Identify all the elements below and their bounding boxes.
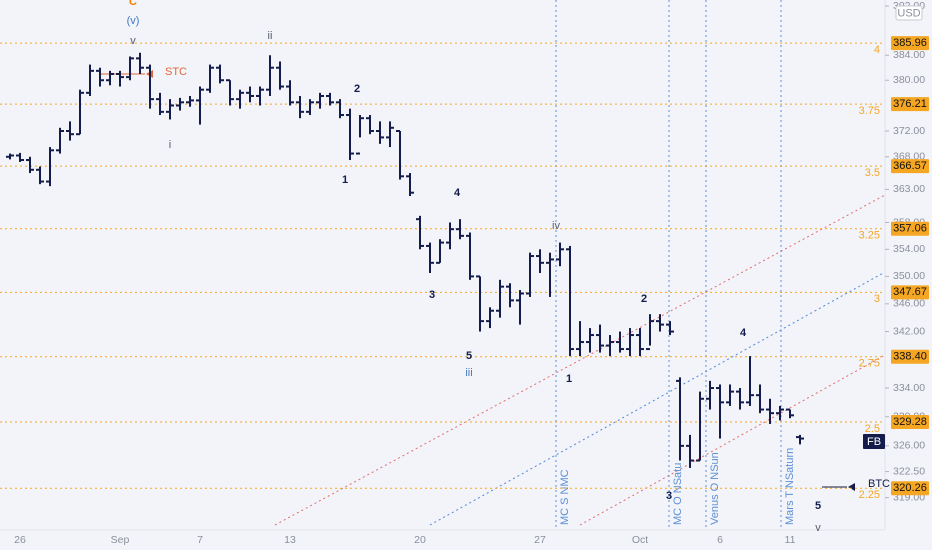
y-tick-label: 372.00 xyxy=(893,125,925,137)
fib-ratio-label: 2.75 xyxy=(859,358,880,370)
y-tick-label: 384.00 xyxy=(893,49,925,61)
trend-channels xyxy=(100,70,886,526)
y-tick-label: 346.00 xyxy=(893,298,925,310)
y-tick-label: 334.00 xyxy=(893,382,925,394)
fib-price-label: 357.06 xyxy=(893,223,927,235)
fib-ratio-label: 4 xyxy=(874,44,880,56)
fib-price-label: 385.96 xyxy=(893,37,927,49)
channel-line xyxy=(429,271,886,526)
annotation: 1 xyxy=(342,174,348,186)
fib-price-box xyxy=(891,159,929,174)
annotation: 5 xyxy=(815,500,821,512)
y-tick-label: 363.00 xyxy=(893,183,925,195)
symbol-label: FB xyxy=(867,436,881,448)
currency-label: USD xyxy=(897,7,920,19)
annotation: 1 xyxy=(566,373,572,385)
fib-price-label: 347.67 xyxy=(893,286,927,298)
symbol-box xyxy=(863,434,885,449)
annotation: 4 xyxy=(454,187,461,199)
annotation: ii xyxy=(268,30,273,42)
annotation: i xyxy=(169,139,171,151)
y-tick-label: 354.00 xyxy=(893,243,925,255)
fib-ratio-label: 3.75 xyxy=(859,105,880,117)
y-tick-label: 380.00 xyxy=(893,74,925,86)
annotation: C xyxy=(129,0,137,8)
y-tick-label: 342.00 xyxy=(893,325,925,337)
y-tick-label: 326.00 xyxy=(893,440,925,452)
fib-price-label: 320.26 xyxy=(893,482,927,494)
channel-line xyxy=(579,354,886,526)
annotation: 4 xyxy=(740,327,747,339)
annotation: STC xyxy=(165,66,187,78)
fib-ratio-label: 2.5 xyxy=(865,423,880,435)
currency-box xyxy=(895,5,923,21)
annotation: iii xyxy=(465,367,472,379)
fib-price-box xyxy=(891,481,929,496)
annotation: iv xyxy=(552,220,560,232)
y-tick-label: 322.50 xyxy=(893,465,925,477)
fib-price-box xyxy=(891,221,929,236)
fib-price-box xyxy=(891,36,929,51)
annotation: (v) xyxy=(127,15,140,27)
annotation: v xyxy=(815,522,821,534)
fib-price-label: 376.21 xyxy=(893,98,927,110)
x-tick-label: 26 xyxy=(14,534,26,546)
btc-arrow xyxy=(848,483,855,491)
x-tick-label: 13 xyxy=(284,534,296,546)
annotation: v xyxy=(130,35,136,47)
x-tick-label: 20 xyxy=(414,534,426,546)
fib-price-box xyxy=(891,97,929,112)
x-tick-label: Sep xyxy=(111,534,130,546)
fib-ratio-label: 3.5 xyxy=(865,167,880,179)
vertical-line-label: Venus O NSun xyxy=(709,452,721,525)
fib-ratio-label: 3 xyxy=(874,293,880,305)
x-tick-label: Oct xyxy=(632,534,648,546)
channel-line xyxy=(274,194,886,526)
fib-price-box xyxy=(891,414,929,429)
annotation: 2 xyxy=(641,293,647,305)
x-tick-label: 11 xyxy=(785,534,796,546)
fib-ratio-label: 3.25 xyxy=(859,230,880,242)
fib-price-label: 338.40 xyxy=(893,351,927,363)
vertical-line-label: MC S NMC xyxy=(559,469,571,525)
annotation: 3 xyxy=(666,490,672,502)
fib-ratio-label: 2.25 xyxy=(859,489,880,501)
annotation: BTC xyxy=(868,478,890,490)
fib-price-box xyxy=(891,349,929,364)
fib-price-box xyxy=(891,285,929,300)
fib-price-label: 366.57 xyxy=(893,160,927,172)
y-tick-label: 350.00 xyxy=(893,270,925,282)
x-tick-label: 7 xyxy=(197,534,203,546)
vertical-line-label: Mars T NSaturn xyxy=(784,448,796,525)
x-tick-label: 27 xyxy=(534,534,546,546)
x-tick-label: 6 xyxy=(717,534,723,546)
fib-price-label: 329.28 xyxy=(893,416,927,428)
vertical-line-label: MC O NSatu xyxy=(672,463,684,525)
annotation: 3 xyxy=(429,289,435,301)
annotation: 2 xyxy=(354,83,360,95)
annotation: 5 xyxy=(466,350,472,362)
